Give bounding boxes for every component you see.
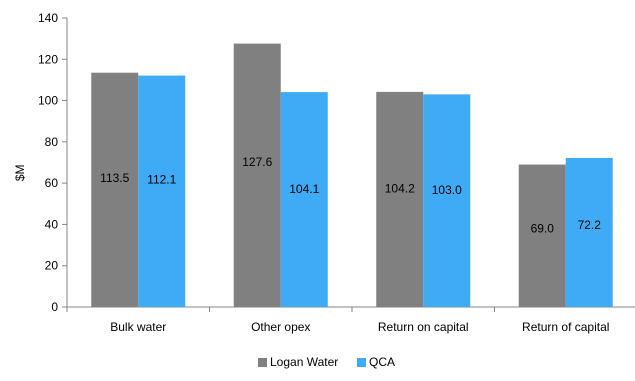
bar-qca-other-opex <box>280 92 328 308</box>
x-category-label: Return of capital <box>522 320 609 334</box>
legend-swatch-qca <box>357 357 366 367</box>
data-label-qca-return-of-capital: 72.2 <box>578 218 602 232</box>
data-label-qca-return-on-capital: 103.0 <box>432 183 462 197</box>
legend-label-qca: QCA <box>369 355 396 369</box>
x-category-label: Return on capital <box>378 320 469 334</box>
bar-logan-water-return-of-capital <box>518 164 566 307</box>
bar-logan-water-other-opex <box>233 43 281 308</box>
legend-swatch-logan-water <box>258 357 267 367</box>
data-label-logan-water-return-on-capital: 104.2 <box>385 182 415 196</box>
legend-label-logan-water: Logan Water <box>270 355 339 369</box>
bar-qca-return-of-capital <box>565 157 613 307</box>
data-label-logan-water-other-opex: 127.6 <box>242 155 272 169</box>
x-category-label: Other opex <box>251 320 310 334</box>
data-label-qca-bulk-water: 112.1 <box>147 173 176 187</box>
y-tick-label: 0 <box>51 300 58 314</box>
bar-qca-bulk-water <box>138 75 186 308</box>
bar-logan-water-return-on-capital <box>376 91 424 307</box>
y-tick-label: 100 <box>38 94 58 108</box>
bar-qca-return-on-capital <box>423 94 471 307</box>
y-tick-label: 80 <box>45 135 59 149</box>
bar-logan-water-bulk-water <box>91 72 139 307</box>
data-label-qca-other-opex: 104.1 <box>289 182 319 196</box>
x-category-label: Bulk water <box>110 320 166 334</box>
y-tick-label: 60 <box>45 176 59 190</box>
y-tick-label: 120 <box>38 52 58 66</box>
y-axis-title: $M <box>13 164 27 181</box>
legend-item-logan-water: Logan Water <box>258 352 338 372</box>
legend: Logan Water QCA <box>0 352 635 372</box>
data-label-logan-water-return-of-capital: 69.0 <box>531 222 555 236</box>
y-tick-label: 20 <box>45 259 59 273</box>
y-tick-label: 140 <box>38 11 58 25</box>
y-tick-label: 40 <box>45 217 59 231</box>
data-label-logan-water-bulk-water: 113.5 <box>100 171 129 185</box>
legend-item-qca: QCA <box>357 352 395 372</box>
